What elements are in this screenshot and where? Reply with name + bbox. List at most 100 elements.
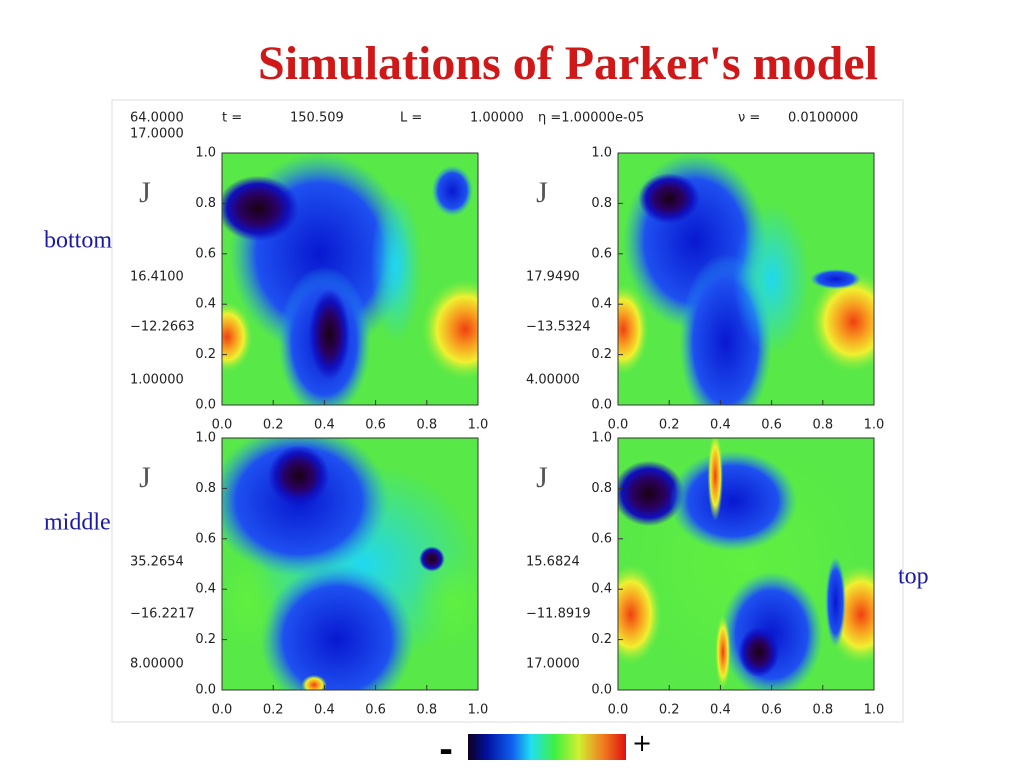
contour-blob <box>370 190 422 342</box>
y-tick-label: 0.0 <box>591 398 612 413</box>
x-tick-label: 0.8 <box>416 418 437 433</box>
x-tick-label: 0.4 <box>710 703 731 718</box>
x-tick-label: 0.0 <box>212 418 233 433</box>
x-tick-label: 0.8 <box>812 703 833 718</box>
header-item: 0.0100000 <box>788 111 858 126</box>
plot-frame <box>221 437 479 691</box>
y-tick-label: 0.6 <box>591 531 612 546</box>
x-tick-label: 0.4 <box>314 418 335 433</box>
header-line: 17.0000 <box>130 127 184 142</box>
contour-blob <box>309 289 350 380</box>
y-tick-label: 0.2 <box>591 347 612 362</box>
y-tick-label: 1.0 <box>195 431 216 446</box>
contour-blob <box>222 175 299 242</box>
panel-info: 16.4100 <box>130 270 184 285</box>
x-tick-label: 1.0 <box>468 703 489 718</box>
header-item: t = <box>222 111 242 126</box>
y-tick-label: 0.6 <box>591 246 612 261</box>
colorbar-plus: + <box>632 729 652 757</box>
y-tick-label: 0.4 <box>195 582 216 597</box>
y-tick-label: 0.8 <box>195 481 216 496</box>
panel-info: 15.6824 <box>526 555 580 570</box>
contour-blob <box>268 445 330 507</box>
panel-info: 17.9490 <box>526 270 580 285</box>
plot-frame <box>221 152 479 406</box>
x-tick-label: 0.6 <box>761 418 782 433</box>
contour-blob <box>638 173 700 224</box>
y-tick-label: 0.8 <box>195 196 216 211</box>
y-tick-label: 1.0 <box>195 146 216 161</box>
contour-blob <box>618 564 662 665</box>
colorbar <box>468 734 626 760</box>
header-item: 1.00000 <box>470 111 524 126</box>
panel-info: 35.2654 <box>130 555 184 570</box>
x-tick-label: 1.0 <box>864 418 885 433</box>
y-tick-label: 0.2 <box>195 347 216 362</box>
side-label: bottom <box>44 228 112 254</box>
contour-blob <box>810 268 862 290</box>
field-symbol: J <box>139 176 151 209</box>
panel-info: 1.00000 <box>130 373 184 388</box>
contour-blob <box>419 546 445 572</box>
y-tick-label: 0.4 <box>195 297 216 312</box>
plot-frame <box>617 437 875 691</box>
contour-blob <box>421 279 478 380</box>
x-tick-label: 1.0 <box>468 418 489 433</box>
y-tick-label: 0.6 <box>195 246 216 261</box>
y-tick-label: 0.6 <box>195 531 216 546</box>
panel-info: −16.2217 <box>130 607 195 622</box>
contour-blob <box>733 203 810 355</box>
contour-plot <box>618 153 874 405</box>
side-label: middle <box>44 510 111 536</box>
y-tick-label: 0.8 <box>591 196 612 211</box>
x-tick-label: 0.6 <box>761 703 782 718</box>
x-tick-label: 0.0 <box>212 703 233 718</box>
panel-info: 8.00000 <box>130 657 184 672</box>
contour-blob <box>431 165 473 216</box>
y-tick-label: 0.2 <box>195 632 216 647</box>
x-tick-label: 0.6 <box>365 418 386 433</box>
y-tick-label: 1.0 <box>591 431 612 446</box>
contour-blob <box>618 460 685 527</box>
y-tick-label: 0.0 <box>195 398 216 413</box>
contour-blob <box>414 551 478 653</box>
header-item: ν = <box>738 111 760 126</box>
contour-blob <box>825 556 846 648</box>
header-item: η =1.00000e-05 <box>538 111 644 126</box>
x-tick-label: 0.4 <box>710 418 731 433</box>
side-label: top <box>898 564 929 590</box>
panel-info: −13.5324 <box>526 320 591 335</box>
x-tick-label: 0.8 <box>416 703 437 718</box>
header-item: 64.0000 <box>130 111 184 126</box>
x-tick-label: 0.6 <box>365 703 386 718</box>
x-tick-label: 1.0 <box>864 703 885 718</box>
plot-frame <box>617 152 875 406</box>
field-symbol: J <box>139 461 151 494</box>
contour-blob <box>707 438 723 522</box>
x-tick-label: 0.0 <box>608 703 629 718</box>
x-tick-label: 0.4 <box>314 703 335 718</box>
x-tick-label: 0.2 <box>659 703 680 718</box>
contour-blob <box>669 450 798 552</box>
y-tick-label: 0.2 <box>591 632 612 647</box>
contour-plot <box>618 438 874 690</box>
contour-plot <box>222 153 478 405</box>
colorbar-minus: - <box>439 731 453 768</box>
contour-blob <box>618 284 649 375</box>
field-symbol: J <box>536 461 548 494</box>
contour-blob <box>810 271 874 373</box>
panel-info: −11.8919 <box>526 607 591 622</box>
contour-blob <box>222 301 253 373</box>
x-tick-label: 0.0 <box>608 418 629 433</box>
y-tick-label: 1.0 <box>591 146 612 161</box>
contour-blob <box>260 564 414 690</box>
panel-info: −12.2663 <box>130 320 195 335</box>
slide-title: Simulations of Parker's model <box>258 37 878 90</box>
y-tick-label: 0.4 <box>591 582 612 597</box>
contour-blob <box>301 674 327 690</box>
contour-blob <box>738 627 780 678</box>
field-symbol: J <box>536 176 548 209</box>
y-tick-label: 0.8 <box>591 481 612 496</box>
